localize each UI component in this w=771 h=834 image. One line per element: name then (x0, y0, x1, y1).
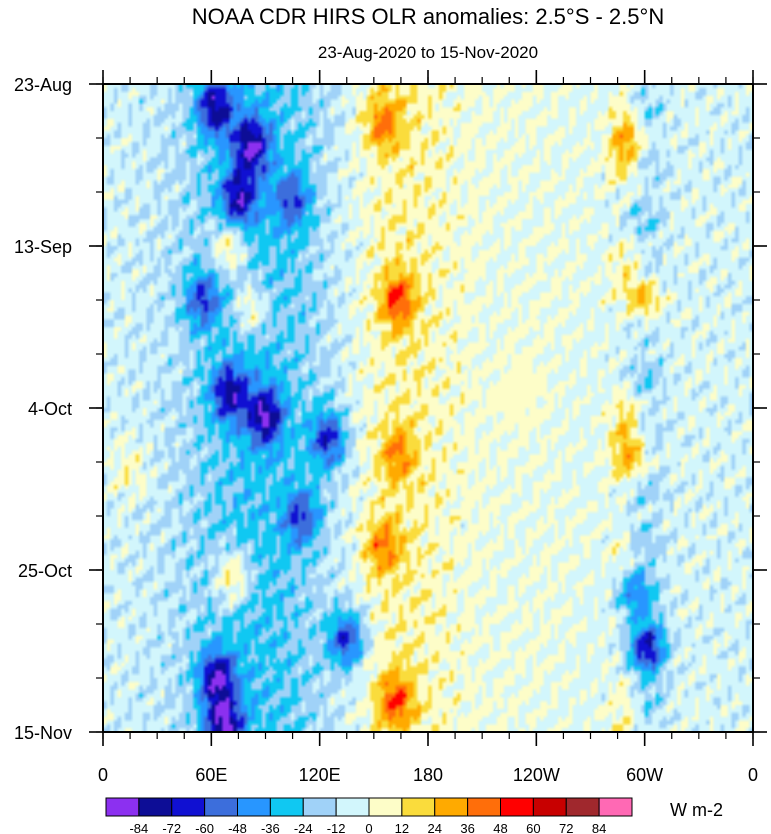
x-tick-label: 120E (299, 765, 341, 785)
colorbar-swatch (105, 797, 140, 817)
colorbar-swatch (532, 797, 567, 817)
plot-area (102, 83, 754, 733)
chart-title: NOAA CDR HIRS OLR anomalies: 2.5°S - 2.5… (192, 4, 664, 29)
colorbar-tick-label: 84 (592, 821, 606, 834)
colorbar-swatch (204, 797, 238, 817)
olr-anomaly-field (103, 84, 753, 732)
colorbar-units: W m-2 (670, 800, 723, 820)
colorbar-tick-label: -60 (195, 821, 214, 834)
colorbar-swatch (434, 797, 469, 817)
colorbar-swatch (401, 797, 436, 817)
x-tick-label: 180 (413, 765, 443, 785)
colorbar-tick-label: -84 (129, 821, 148, 834)
colorbar-tick-label: -72 (162, 821, 181, 834)
colorbar-tick-label: -24 (294, 821, 313, 834)
colorbar-swatch (565, 797, 600, 817)
x-tick-label: 0 (748, 765, 758, 785)
colorbar-tick-label: -36 (261, 821, 280, 834)
x-tick-label: 120W (513, 765, 560, 785)
y-tick-label: 23-Aug (14, 75, 72, 95)
x-tick-label: 60E (195, 765, 227, 785)
y-tick-label: 25-Oct (18, 561, 72, 581)
colorbar-swatch (368, 797, 403, 817)
colorbar-tick-label: 0 (365, 821, 372, 834)
y-tick-label: 4-Oct (28, 399, 72, 419)
x-tick-label: 0 (98, 765, 108, 785)
x-tick-label: 60W (626, 765, 663, 785)
colorbar: -84 -72 -60 -48 -36 -24 -12 0 12 24 36 48 60 72 84 (105, 797, 633, 834)
colorbar-swatch (237, 797, 271, 817)
colorbar-swatch (138, 797, 173, 817)
colorbar-swatch (598, 797, 633, 817)
colorbar-tick-label: -12 (327, 821, 346, 834)
y-axis: 23-Aug 13-Sep 4-Oct 25-Oct 15-Nov (14, 75, 767, 743)
colorbar-tick-label: 12 (395, 821, 409, 834)
y-tick-label: 13-Sep (14, 237, 72, 257)
colorbar-swatch (467, 797, 501, 817)
colorbar-swatch (171, 797, 206, 817)
chart-subtitle: 23-Aug-2020 to 15-Nov-2020 (318, 43, 538, 62)
colorbar-tick-label: 60 (526, 821, 540, 834)
y-tick-label: 15-Nov (14, 723, 72, 743)
colorbar-tick-label: 72 (559, 821, 573, 834)
colorbar-swatch (335, 797, 370, 817)
colorbar-tick-label: 48 (493, 821, 507, 834)
colorbar-swatch (500, 797, 534, 817)
colorbar-tick-label: 36 (460, 821, 474, 834)
colorbar-swatch (269, 797, 304, 817)
colorbar-swatch (302, 797, 337, 817)
x-axis: 0 60E 120E 180 120W 60W 0 (98, 70, 758, 785)
colorbar-tick-label: 24 (428, 821, 442, 834)
colorbar-tick-label: -48 (228, 821, 247, 834)
